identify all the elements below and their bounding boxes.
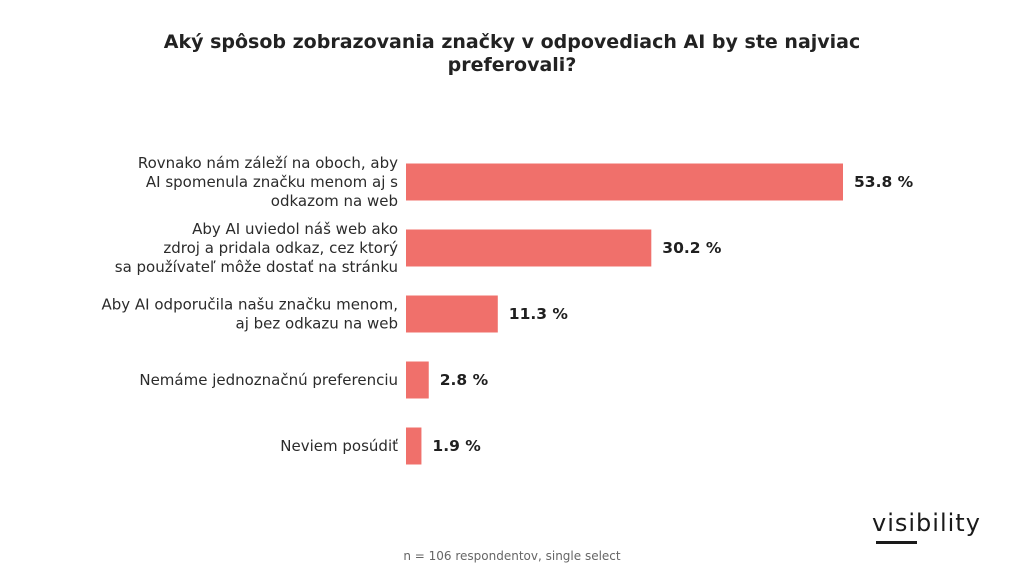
category-label-1-line-2: AI spomenula značku menom aj s (146, 173, 398, 191)
category-label-3-line-1: Aby AI odporučila našu značku menom, (101, 296, 398, 314)
category-label-1-line-3: odkazom na web (271, 192, 398, 210)
category-label-2-line-2: zdroj a pridala odkaz, cez ktorý (163, 239, 398, 257)
category-label-1-line-1: Rovnako nám záleží na oboch, aby (138, 154, 398, 172)
value-label-2: 30.2 % (662, 239, 722, 257)
bar-1 (406, 163, 843, 201)
bar-4 (406, 361, 429, 399)
bar-5 (406, 427, 422, 465)
footnote: n = 106 respondentov, single select (403, 549, 621, 563)
category-label-2-line-3: sa používateľ môže dostať na stránku (115, 258, 398, 276)
category-label-4-line-1: Nemáme jednoznačnú preferenciu (139, 371, 398, 389)
value-label-3: 11.3 % (509, 305, 569, 323)
category-label-5-line-1: Neviem posúdiť (280, 437, 398, 455)
value-label-1: 53.8 % (854, 173, 914, 191)
value-label-4: 2.8 % (440, 371, 489, 389)
bar-2 (406, 229, 652, 267)
brand-logo-underline (876, 541, 917, 544)
bar-3 (406, 295, 498, 333)
category-label-3-line-2: aj bez odkazu na web (236, 315, 398, 333)
chart-title: Aký spôsob zobrazovania značky v odpoved… (163, 31, 861, 76)
brand-logo: visibility (872, 509, 981, 537)
value-label-5: 1.9 % (432, 437, 481, 455)
category-label-2-line-1: Aby AI uviedol náš web ako (192, 220, 398, 238)
